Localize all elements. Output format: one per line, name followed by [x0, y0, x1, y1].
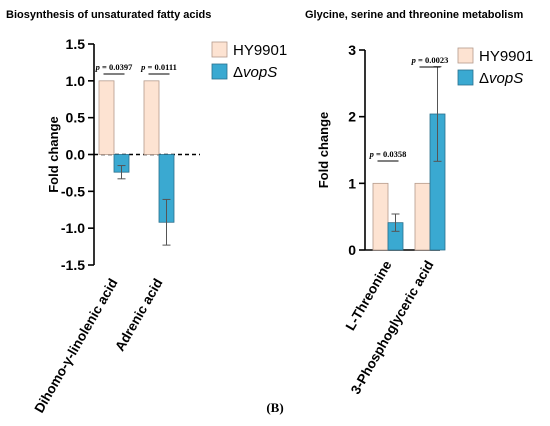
bar-hy9901 — [98, 80, 115, 155]
y-tick-label: 1.5 — [66, 36, 86, 52]
y-axis-label: Fold change — [46, 116, 61, 193]
p-value-label: p = 0.0397 — [95, 62, 133, 72]
bar-hy9901 — [372, 182, 389, 251]
legend-label: ΔvopS — [479, 70, 523, 87]
p-value-label: p = 0.0358 — [369, 149, 407, 159]
y-tick-label: 2 — [348, 109, 356, 125]
bar-hy9901 — [414, 182, 431, 251]
bar-hy9901 — [143, 80, 160, 155]
chart-title: Biosynthesis of unsaturated fatty acids — [6, 9, 211, 21]
legend-label: ΔvopS — [233, 64, 277, 81]
p-value-label: p = 0.0023 — [411, 55, 449, 65]
panel-label: (B) — [266, 400, 284, 415]
p-value-label: p = 0.0111 — [140, 62, 177, 72]
y-tick-label: -1.0 — [61, 220, 85, 236]
y-tick-label: 3 — [348, 42, 356, 58]
chart-1: Biosynthesis of unsaturated fatty acids -… — [6, 9, 287, 415]
legend-label: HY9901 — [479, 48, 533, 65]
category-label: Dihomo-γ-linolenic acid — [31, 276, 120, 415]
chart-title: Glycine, serine and threonine metabolism — [305, 9, 523, 21]
legend-swatch — [457, 69, 474, 86]
legend-swatch — [211, 41, 228, 58]
legend-swatch — [457, 47, 474, 64]
legend-label: HY9901 — [233, 42, 287, 59]
y-tick-label: -0.5 — [61, 183, 85, 199]
category-label: 3-Phosphoglyceric acid — [348, 258, 437, 397]
y-tick-label: 0 — [348, 242, 356, 258]
y-tick-label: 0.5 — [66, 110, 86, 126]
chart-2: Glycine, serine and threonine metabolism… — [305, 9, 533, 397]
y-axis-label: Fold change — [316, 112, 331, 189]
y-tick-label: 0.0 — [66, 147, 86, 163]
legend-swatch — [211, 63, 228, 80]
y-tick-label: 1.0 — [66, 73, 86, 89]
y-tick-label: 1 — [348, 175, 356, 191]
y-tick-label: -1.5 — [61, 257, 85, 273]
category-label: Adrenic acid — [112, 276, 166, 354]
